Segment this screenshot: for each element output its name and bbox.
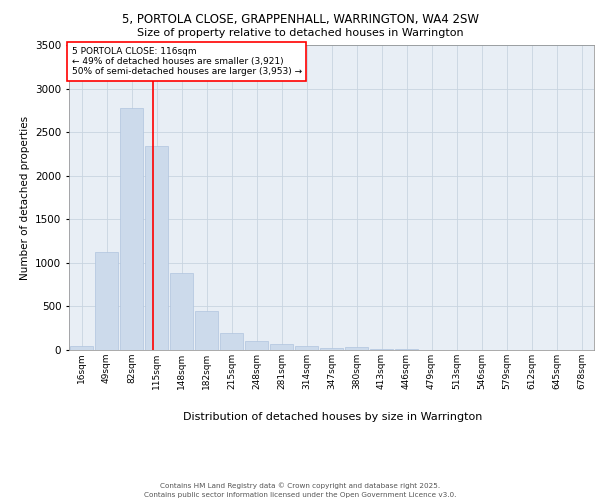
Text: Size of property relative to detached houses in Warrington: Size of property relative to detached ho… xyxy=(137,28,463,38)
Bar xyxy=(70,346,93,350)
Bar xyxy=(145,146,168,350)
Text: 5 PORTOLA CLOSE: 116sqm
← 49% of detached houses are smaller (3,921)
50% of semi: 5 PORTOLA CLOSE: 116sqm ← 49% of detache… xyxy=(71,46,302,76)
Bar xyxy=(370,349,393,350)
Bar xyxy=(170,274,193,350)
Bar xyxy=(120,108,143,350)
Text: 5, PORTOLA CLOSE, GRAPPENHALL, WARRINGTON, WA4 2SW: 5, PORTOLA CLOSE, GRAPPENHALL, WARRINGTO… xyxy=(121,12,479,26)
Bar xyxy=(195,311,218,350)
Bar xyxy=(95,252,118,350)
Bar xyxy=(270,344,293,350)
Y-axis label: Number of detached properties: Number of detached properties xyxy=(20,116,29,280)
Bar xyxy=(245,341,268,350)
Bar xyxy=(395,349,418,350)
Bar xyxy=(320,348,343,350)
Text: Distribution of detached houses by size in Warrington: Distribution of detached houses by size … xyxy=(184,412,482,422)
Bar xyxy=(295,346,318,350)
Bar xyxy=(345,348,368,350)
Text: Contains HM Land Registry data © Crown copyright and database right 2025.
Contai: Contains HM Land Registry data © Crown c… xyxy=(144,482,456,498)
Bar xyxy=(220,333,243,350)
